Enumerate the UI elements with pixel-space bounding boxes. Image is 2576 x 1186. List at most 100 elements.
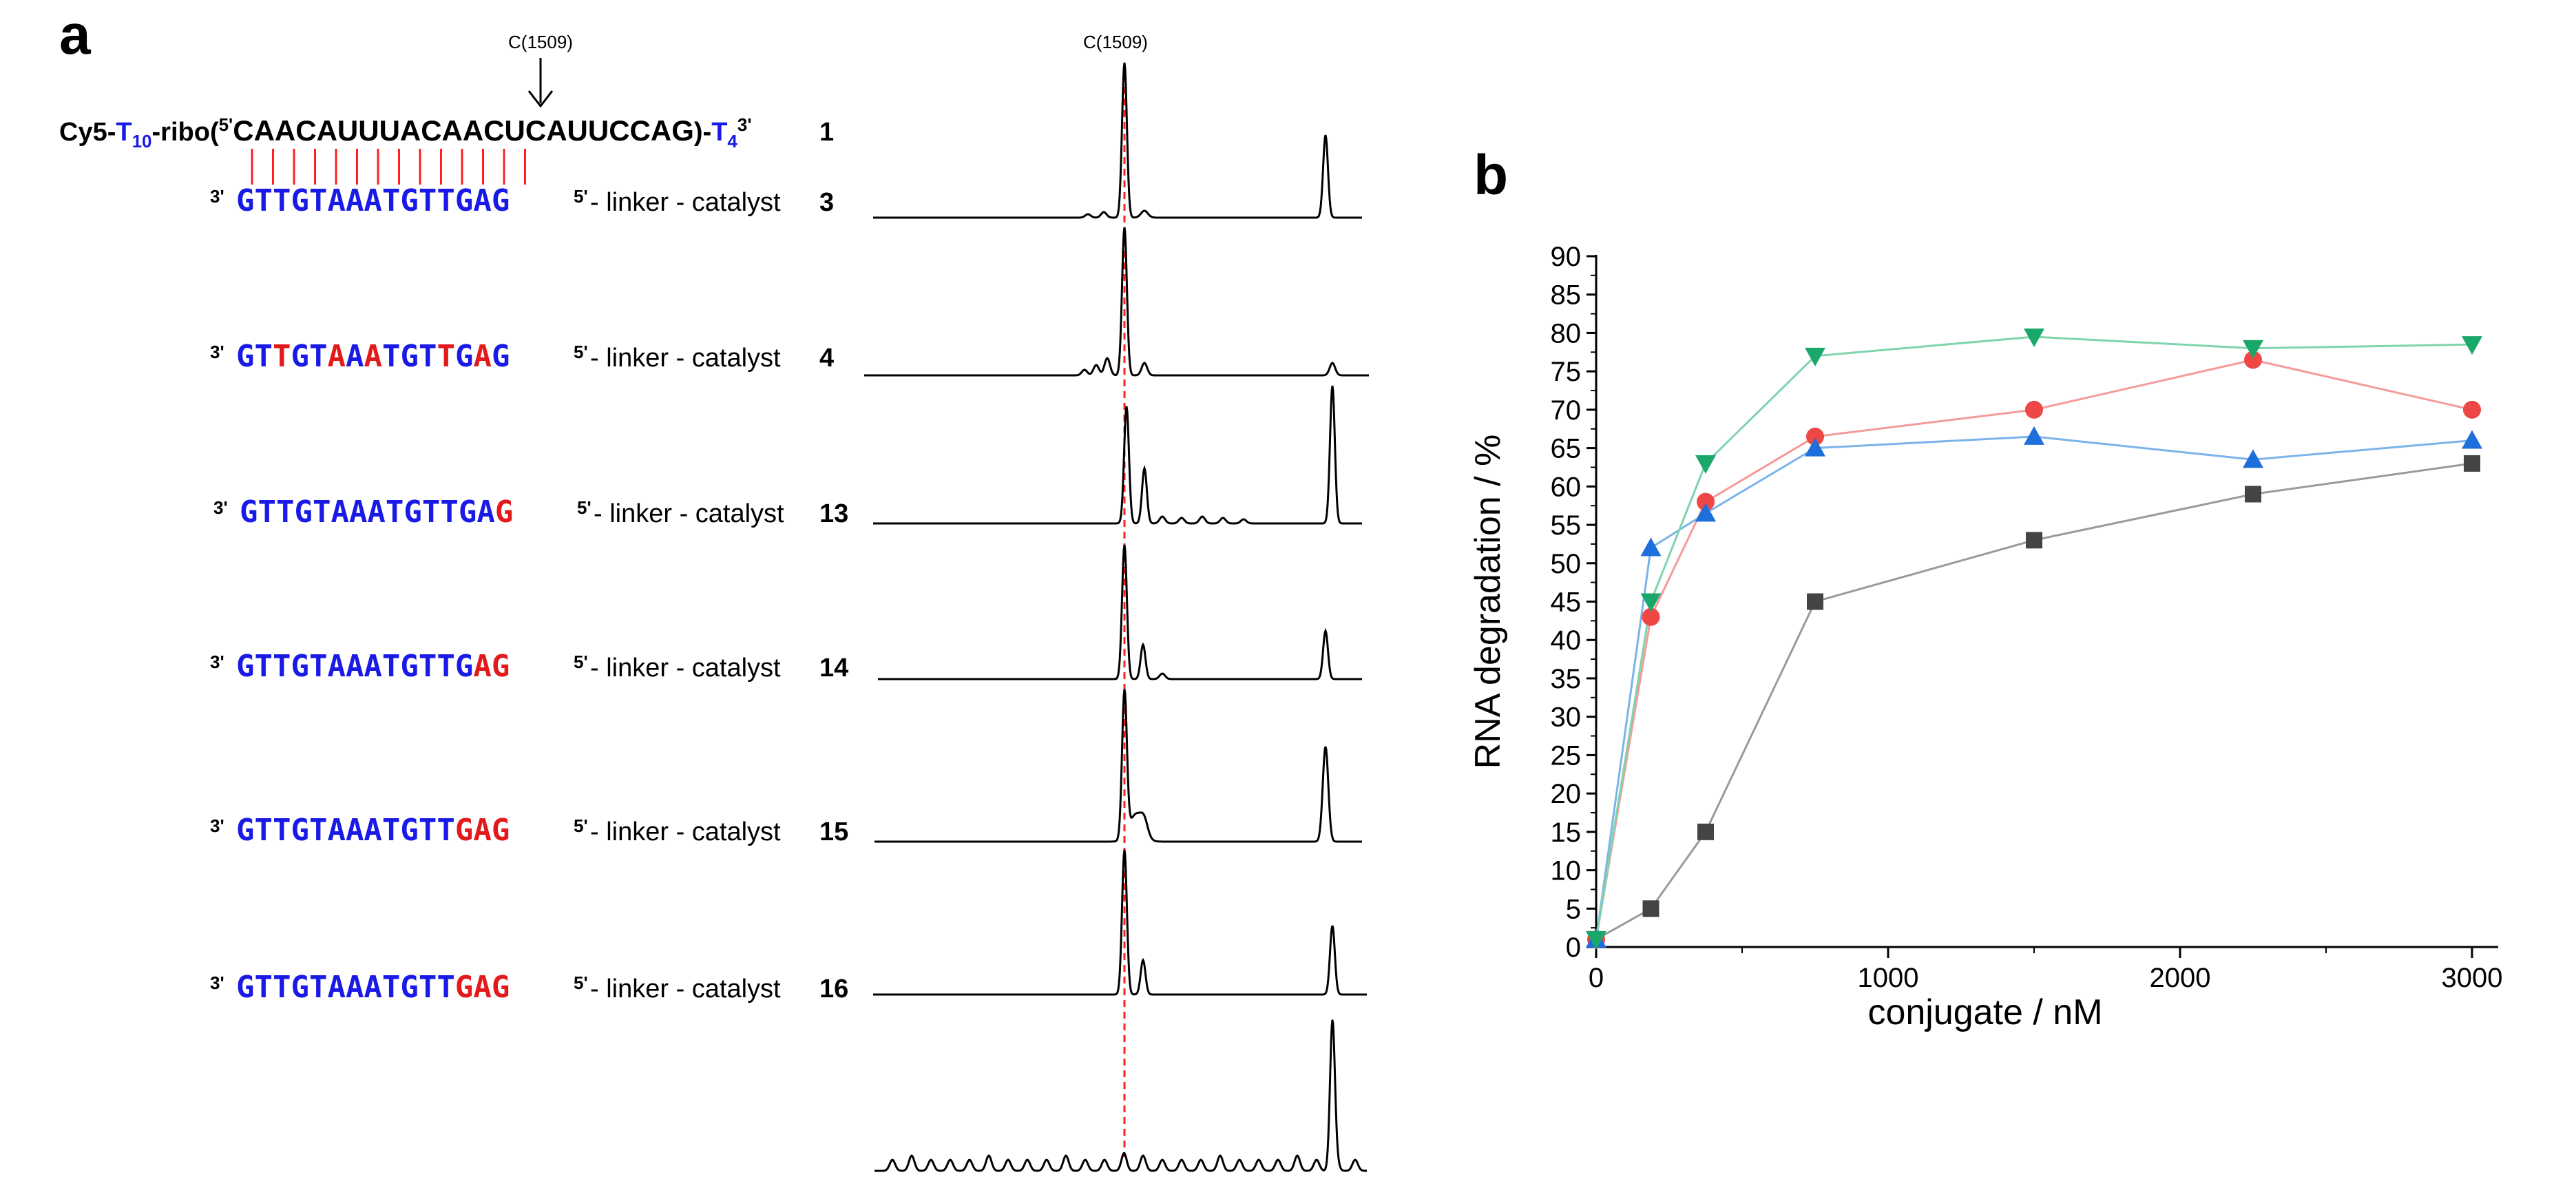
y-tick-label: 85	[1551, 280, 1582, 311]
data-point-square	[2026, 532, 2042, 549]
conjugate-number: 13	[819, 499, 848, 528]
y-tick-label: 20	[1551, 779, 1582, 809]
chromatogram-traces	[864, 62, 1369, 1172]
y-tick-label: 40	[1551, 625, 1582, 656]
linker-catalyst-label: - linker - catalyst	[590, 818, 781, 846]
conjugate-row: 3' GTTGTAAATGTTGAG 5' - linker - catalyst 4	[210, 339, 834, 374]
y-tick-label: 60	[1551, 472, 1582, 502]
cleavage-arrow-icon	[527, 58, 554, 108]
chromatogram-trace	[873, 62, 1362, 219]
substrate-close: )-	[694, 118, 711, 147]
data-point-triangle-down	[1695, 455, 1716, 474]
substrate-ribo: -ribo(	[152, 118, 219, 147]
three-prime-label: 3'	[210, 972, 224, 993]
cleavage-site-label: C(1509)	[508, 32, 573, 52]
nucleotides: TGT	[382, 339, 437, 374]
nucleotides: GTTGTAAATGTTG	[236, 649, 473, 684]
modified-nucleotides: GAG	[455, 813, 510, 848]
five-prime-label: 5'	[574, 342, 588, 362]
data-point-circle	[1642, 607, 1660, 626]
substrate-number: 1	[819, 118, 834, 147]
chromatogram-trace	[875, 689, 1362, 843]
panel-b: b 0 5 10 15 20 25 30 35 40 45 50 55 60 65 70 75 80 85 90 0 1…	[1468, 144, 2502, 1032]
x-tick-label: 0	[1589, 963, 1604, 993]
data-point-triangle-down	[2243, 340, 2263, 359]
data-point-square	[1807, 593, 1823, 610]
y-tick-label: 90	[1551, 242, 1582, 272]
linker-catalyst-label: - linker - catalyst	[590, 654, 781, 683]
y-tick-label: 55	[1551, 510, 1582, 541]
conjugate-number: 4	[819, 344, 834, 373]
three-prime-label: 3'	[210, 815, 224, 836]
y-tick-label: 35	[1551, 664, 1582, 694]
data-point-triangle-down	[1805, 347, 1825, 366]
three-prime-label: 3'	[210, 186, 224, 207]
nucleotides: G	[492, 339, 510, 374]
data-point-circle	[2463, 400, 2481, 419]
modified-nucleotides: AG	[473, 649, 510, 684]
y-tick-label: 5	[1566, 894, 1581, 924]
modified-nucleotides: A	[327, 339, 346, 374]
nucleotides: A	[346, 339, 364, 374]
linker-catalyst-label: - linker - catalyst	[590, 188, 781, 217]
y-tick-label: 0	[1566, 933, 1581, 963]
data-point-circle	[1806, 427, 1824, 446]
y-tick-label: 80	[1551, 318, 1582, 348]
five-prime-label: 5'	[577, 497, 591, 518]
conjugate-number: 16	[819, 975, 848, 1003]
x-tick-label: 3000	[2442, 963, 2503, 993]
conjugate-row: 3' GTTGTAAATGTTGAG 5' - linker - catalyst 3	[210, 183, 834, 218]
conjugate-sequence: GTTGTAAATGTTGAG	[236, 813, 510, 848]
data-point-square	[1697, 823, 1714, 840]
data-point-triangle-up	[1640, 537, 1662, 556]
three-prime-label: 3'	[210, 652, 224, 672]
data-point-triangle-up	[2243, 449, 2263, 468]
conjugate-row: 3' GTTGTAAATGTTGAG 5' - linker - catalyst 16	[210, 970, 848, 1005]
trace-cleavage-label: C(1509)	[1083, 32, 1148, 52]
y-tick-label: 70	[1551, 395, 1582, 426]
linker-catalyst-label: - linker - catalyst	[590, 344, 781, 373]
y-tick-label: 65	[1551, 434, 1582, 464]
data-point-triangle-up	[2462, 430, 2482, 449]
modified-nucleotides: T	[273, 339, 291, 374]
linker-catalyst-label: - linker - catalyst	[590, 975, 781, 1003]
y-axis-label: RNA degradation / %	[1468, 435, 1508, 769]
data-point-triangle-down	[1586, 930, 1606, 950]
conjugate-row: 3' GTTGTAAATGTTGAG 5' - linker - catalyst 15	[210, 813, 848, 848]
nucleotides: GTTGTAAATGTT	[236, 813, 455, 848]
chromatogram-trace	[873, 385, 1362, 525]
data-point-circle	[2025, 400, 2043, 419]
data-point-triangle-down	[2024, 329, 2044, 348]
substrate-t4-sub: 4	[727, 131, 737, 152]
substrate-rna: CAACAUUUACAACUCAUUCCAG	[233, 114, 694, 147]
nucleotides: GTTGTAAATGTTGA	[240, 495, 495, 530]
three-prime-label: 3'	[210, 342, 224, 362]
conjugate-number: 14	[819, 654, 848, 683]
three-prime-label: 3'	[213, 497, 228, 518]
base-pair-lines	[251, 149, 526, 185]
conjugate-list: 3' GTTGTAAATGTTGAG 5' - linker - catalyst 33…	[210, 183, 848, 1005]
five-prime-label: 5'	[574, 815, 588, 836]
nucleotides: GTTGTAAATGTTGAG	[236, 183, 510, 218]
series-line-2	[1595, 358, 2473, 940]
nucleotides: GT	[236, 339, 273, 374]
nucleotides: GT	[291, 339, 327, 374]
chromatogram-trace	[875, 1019, 1367, 1172]
chart-markers	[1586, 329, 2482, 950]
y-tick-label: 10	[1551, 856, 1582, 886]
conjugate-row: 3' GTTGTAAATGTTGAG 5' - linker - catalyst 13	[213, 495, 848, 530]
y-tick-label: 30	[1551, 703, 1582, 733]
linker-catalyst-label: - linker - catalyst	[594, 499, 784, 528]
conjugate-sequence: GTTGTAAATGTTGAG	[236, 970, 510, 1005]
x-tick-label: 1000	[1858, 963, 1919, 993]
y-tick-label: 50	[1551, 549, 1582, 579]
data-point-triangle-down	[2462, 336, 2482, 355]
data-point-square	[2464, 455, 2480, 472]
data-point-triangle-down	[1640, 593, 1662, 612]
data-point-triangle-up	[1695, 503, 1716, 522]
modified-nucleotides: G	[495, 495, 514, 530]
conjugate-sequence: GTTGTAAATGTTGAG	[236, 339, 510, 374]
x-tick-label: 2000	[2150, 963, 2211, 993]
chromatogram-trace	[864, 227, 1369, 377]
